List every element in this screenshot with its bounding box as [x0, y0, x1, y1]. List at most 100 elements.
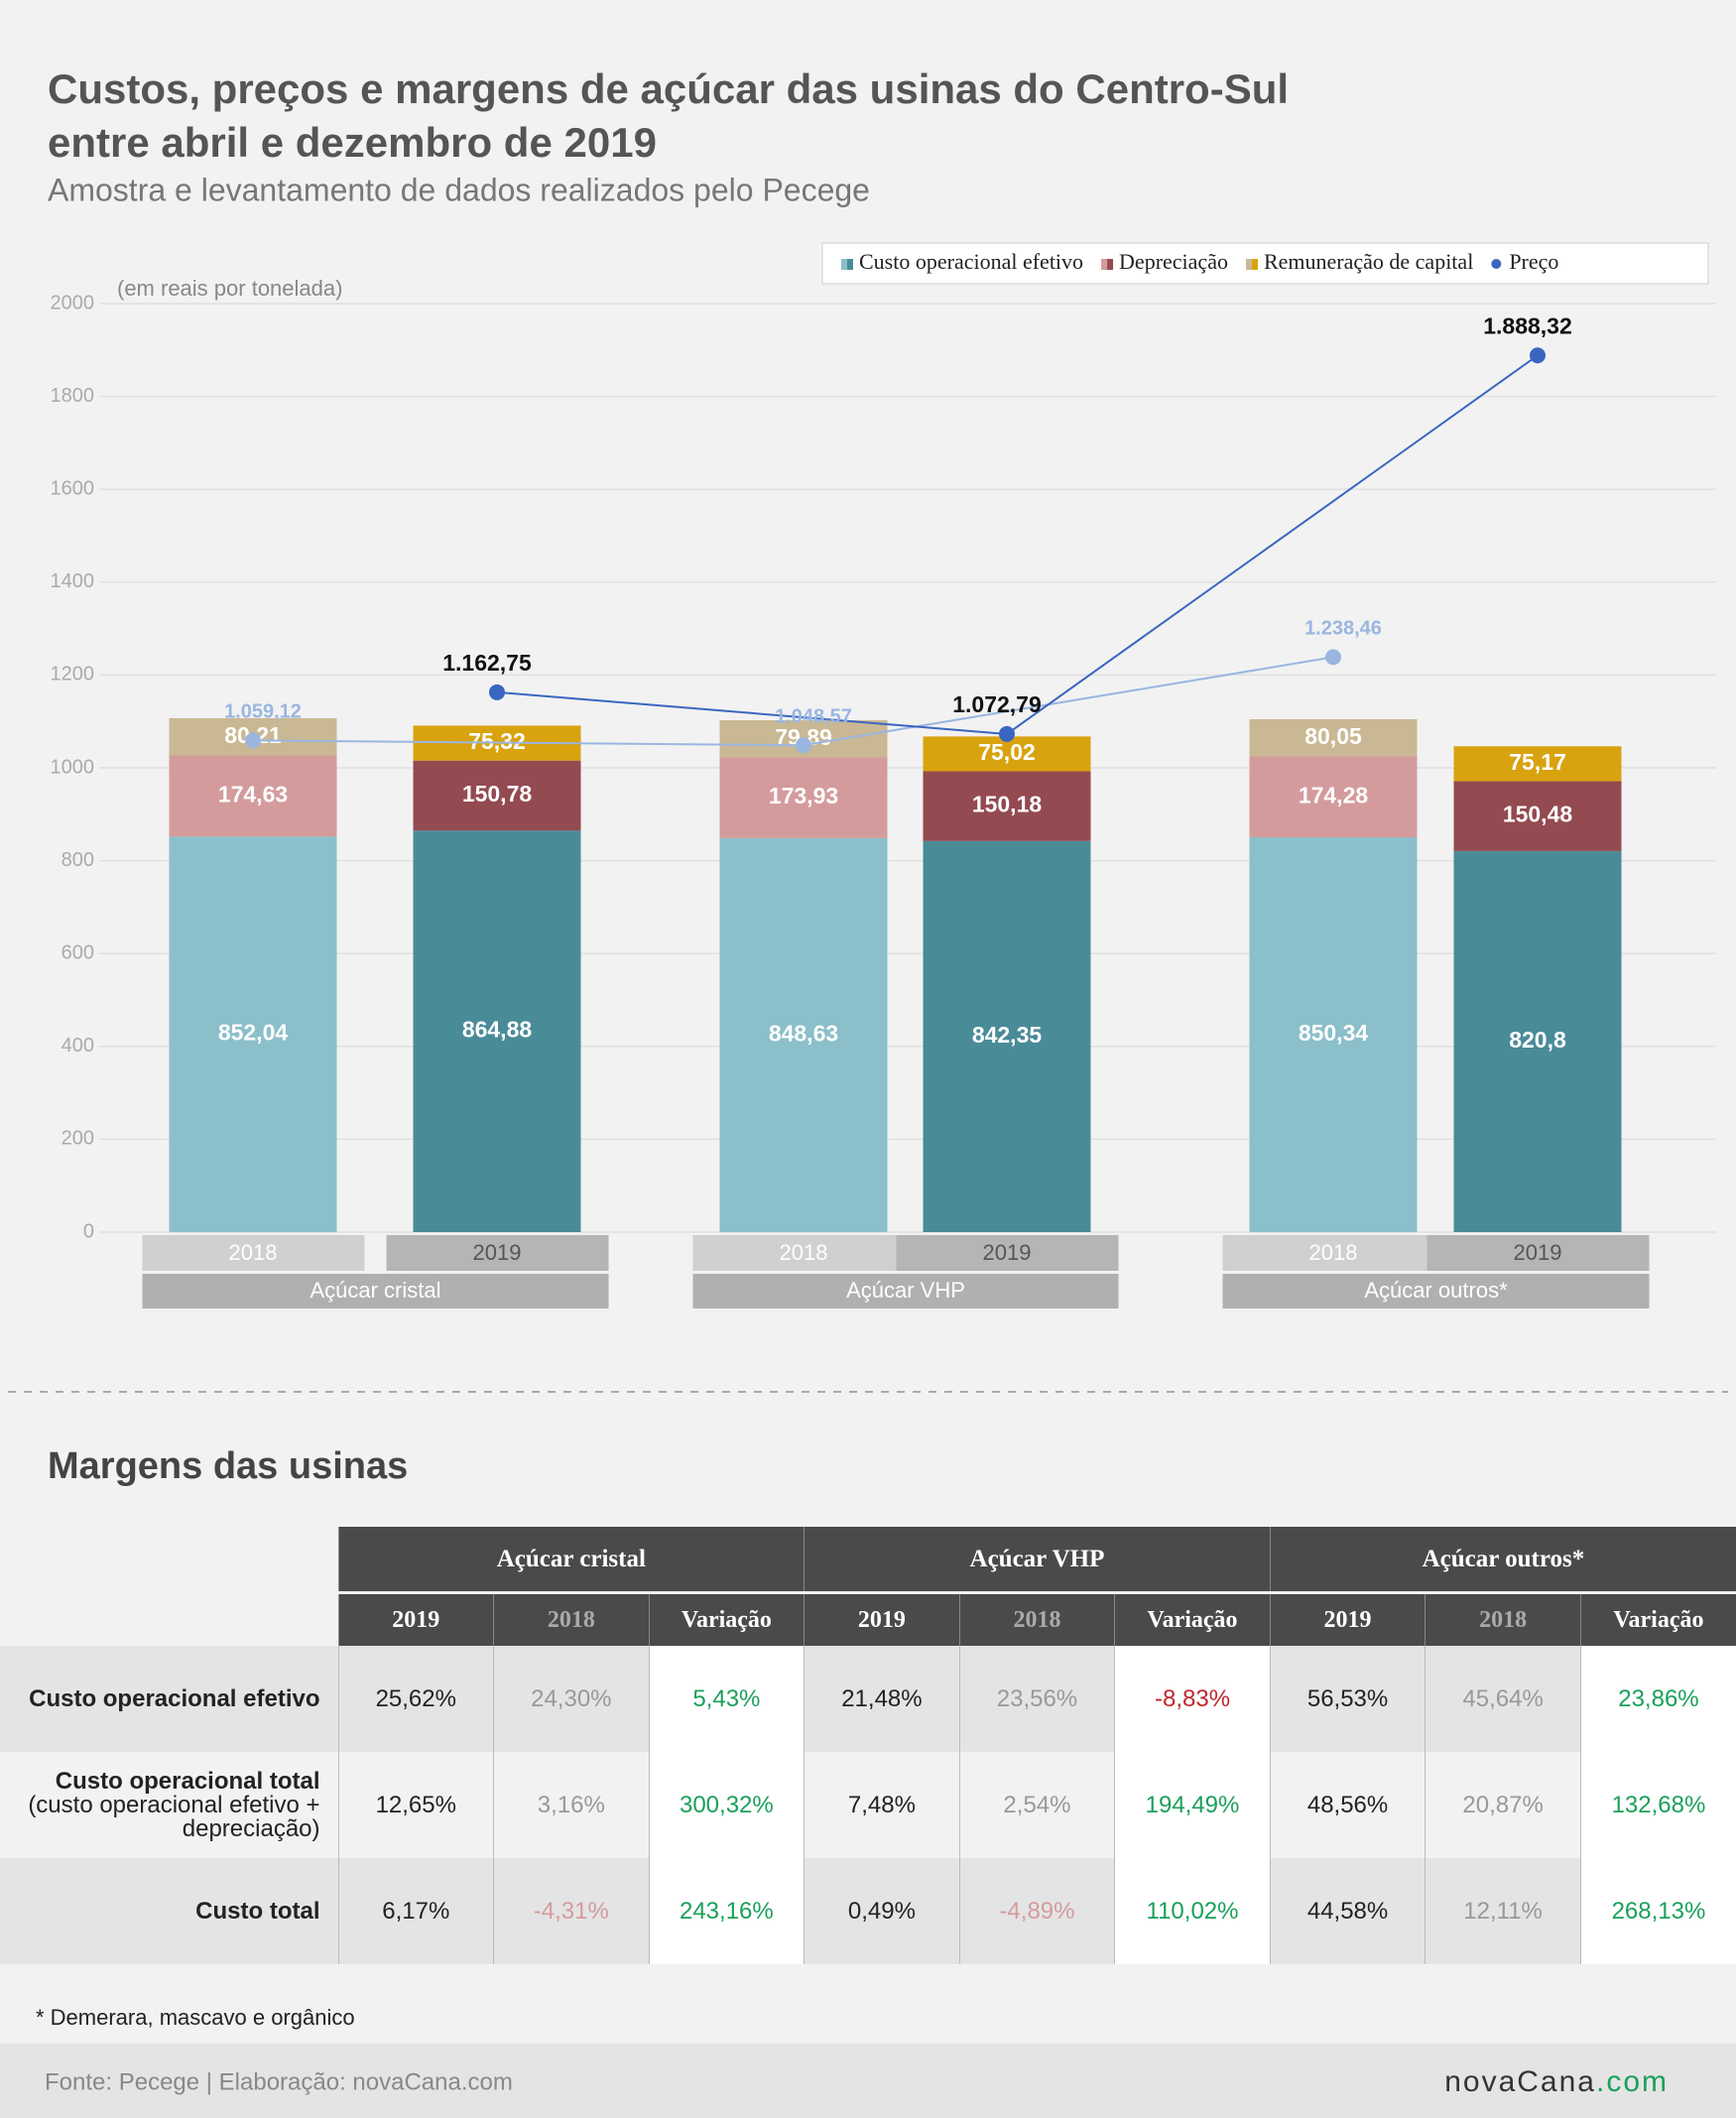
- footnote: * Demerara, mascavo e orgânico: [36, 2005, 355, 2030]
- price-line: [496, 354, 1539, 735]
- table-row: Custo operacional total (custo operaciona…: [0, 1752, 1736, 1858]
- table-cell: 21,48%: [804, 1646, 960, 1752]
- bar-segment: [719, 837, 888, 1232]
- data-label: 75,32: [468, 728, 526, 754]
- column-header: Variação: [1114, 1592, 1271, 1646]
- column-header: 2019: [804, 1592, 960, 1646]
- table-cell: 20,87%: [1425, 1752, 1581, 1858]
- legend-box: [821, 242, 1709, 285]
- legend-marker: [847, 259, 853, 270]
- table-cell: 132,68%: [1579, 1752, 1736, 1858]
- x-tick-label: 2018: [229, 1240, 278, 1265]
- blank: [0, 1527, 338, 1593]
- group-label: Açúcar outros*: [1364, 1278, 1508, 1303]
- bar-segment: [1453, 781, 1622, 851]
- logo-suffix: .com: [1596, 2065, 1669, 2098]
- row-label: Custo operacional efetivo: [0, 1646, 338, 1752]
- y-tick-label: 1200: [51, 664, 95, 685]
- year-box: [1426, 1235, 1650, 1271]
- table-cell: 6,17%: [337, 1858, 494, 1964]
- row-label: Custo total: [0, 1858, 338, 1964]
- legend-label: Depreciação: [1119, 249, 1228, 274]
- chart-subtitle: Amostra e levantamento de dados realizad…: [48, 172, 870, 207]
- table-cell: -8,83%: [1114, 1646, 1271, 1752]
- table-cell: 194,49%: [1114, 1752, 1271, 1858]
- y-tick-label: 600: [62, 941, 94, 963]
- legend-label: Preço: [1509, 249, 1558, 274]
- data-label: 150,48: [1503, 802, 1573, 827]
- margins-table: Açúcar cristal Açúcar VHP Açúcar outros* 2…: [0, 1527, 1736, 1964]
- table-cell: 12,65%: [337, 1752, 494, 1858]
- year-box: [142, 1235, 365, 1271]
- price-point: [796, 737, 811, 754]
- data-label: 75,02: [978, 739, 1036, 765]
- bar-segment: [923, 736, 1091, 772]
- year-box: [386, 1235, 609, 1271]
- data-label: 173,93: [769, 783, 838, 809]
- data-label: 848,63: [769, 1020, 838, 1046]
- table-cell: 110,02%: [1114, 1858, 1271, 1964]
- data-label: 75,17: [1509, 749, 1566, 775]
- y-tick-label: 800: [62, 849, 94, 871]
- y-tick-label: 1000: [51, 756, 95, 778]
- x-tick-label: 2019: [983, 1240, 1032, 1265]
- unit-label: (em reais por tonelada): [117, 276, 342, 301]
- bar-segment: [169, 836, 337, 1232]
- year-box: [896, 1235, 1119, 1271]
- group-box: [1222, 1274, 1650, 1308]
- footer-band: [0, 2044, 1736, 2118]
- bar-segment: [413, 760, 581, 831]
- logo: novaCana: [1444, 2065, 1596, 2098]
- data-label: 174,28: [1299, 782, 1369, 808]
- row-label-text: Custo total: [195, 1897, 320, 1925]
- bar-segment: [169, 755, 337, 837]
- table-cell: 243,16%: [648, 1858, 805, 1964]
- table-cell: 3,16%: [493, 1752, 650, 1858]
- column-header: Variação: [648, 1592, 805, 1646]
- column-header: 2019: [1269, 1592, 1426, 1646]
- table-cell: 23,56%: [958, 1646, 1115, 1752]
- table-cell: 25,62%: [337, 1646, 494, 1752]
- table-cell: -4,31%: [493, 1858, 650, 1964]
- table-cell: 56,53%: [1269, 1646, 1426, 1752]
- group-header: Açúcar cristal: [337, 1527, 805, 1594]
- data-label: 842,35: [972, 1022, 1043, 1048]
- column-header: 2018: [1425, 1592, 1581, 1646]
- legend-marker: [1251, 259, 1258, 270]
- table-cell: 0,49%: [804, 1858, 960, 1964]
- data-label: 174,63: [218, 781, 288, 807]
- price-point: [489, 684, 505, 700]
- bar-segment: [413, 830, 581, 1232]
- column-header: 2018: [493, 1592, 650, 1646]
- legend-marker: [1107, 259, 1114, 270]
- price-label: 1.048,57: [775, 706, 852, 728]
- legend-marker: [841, 259, 847, 270]
- x-tick-label: 2019: [1514, 1240, 1562, 1265]
- data-label: 820,8: [1509, 1027, 1566, 1053]
- price-point: [1530, 347, 1546, 364]
- blank: [0, 1593, 338, 1647]
- data-label: 864,88: [462, 1017, 533, 1043]
- price-point: [999, 725, 1015, 742]
- price-point: [1325, 649, 1341, 666]
- bar-segment: [1453, 746, 1622, 782]
- bar-segment: [719, 757, 888, 838]
- table-cell: 268,13%: [1579, 1858, 1736, 1964]
- bar-segment: [1249, 756, 1418, 838]
- y-tick-label: 400: [62, 1035, 94, 1057]
- price-label: 1.162,75: [442, 650, 532, 676]
- price-label: 1.888,32: [1483, 312, 1572, 338]
- row-label-text: Custo operacional efetivo: [29, 1684, 320, 1712]
- y-tick-label: 1800: [51, 385, 95, 407]
- row-label: Custo operacional total (custo operaciona…: [0, 1752, 338, 1858]
- table-cell: 23,86%: [1579, 1646, 1736, 1752]
- bar-segment: [1249, 719, 1418, 757]
- table-cell: 5,43%: [648, 1646, 805, 1752]
- group-box: [692, 1274, 1119, 1308]
- column-header: 2019: [337, 1592, 494, 1646]
- bar-segment: [1453, 850, 1622, 1232]
- bar-segment: [923, 771, 1091, 841]
- chart-title: Custos, preços e margens de açúcar das u…: [48, 65, 1289, 112]
